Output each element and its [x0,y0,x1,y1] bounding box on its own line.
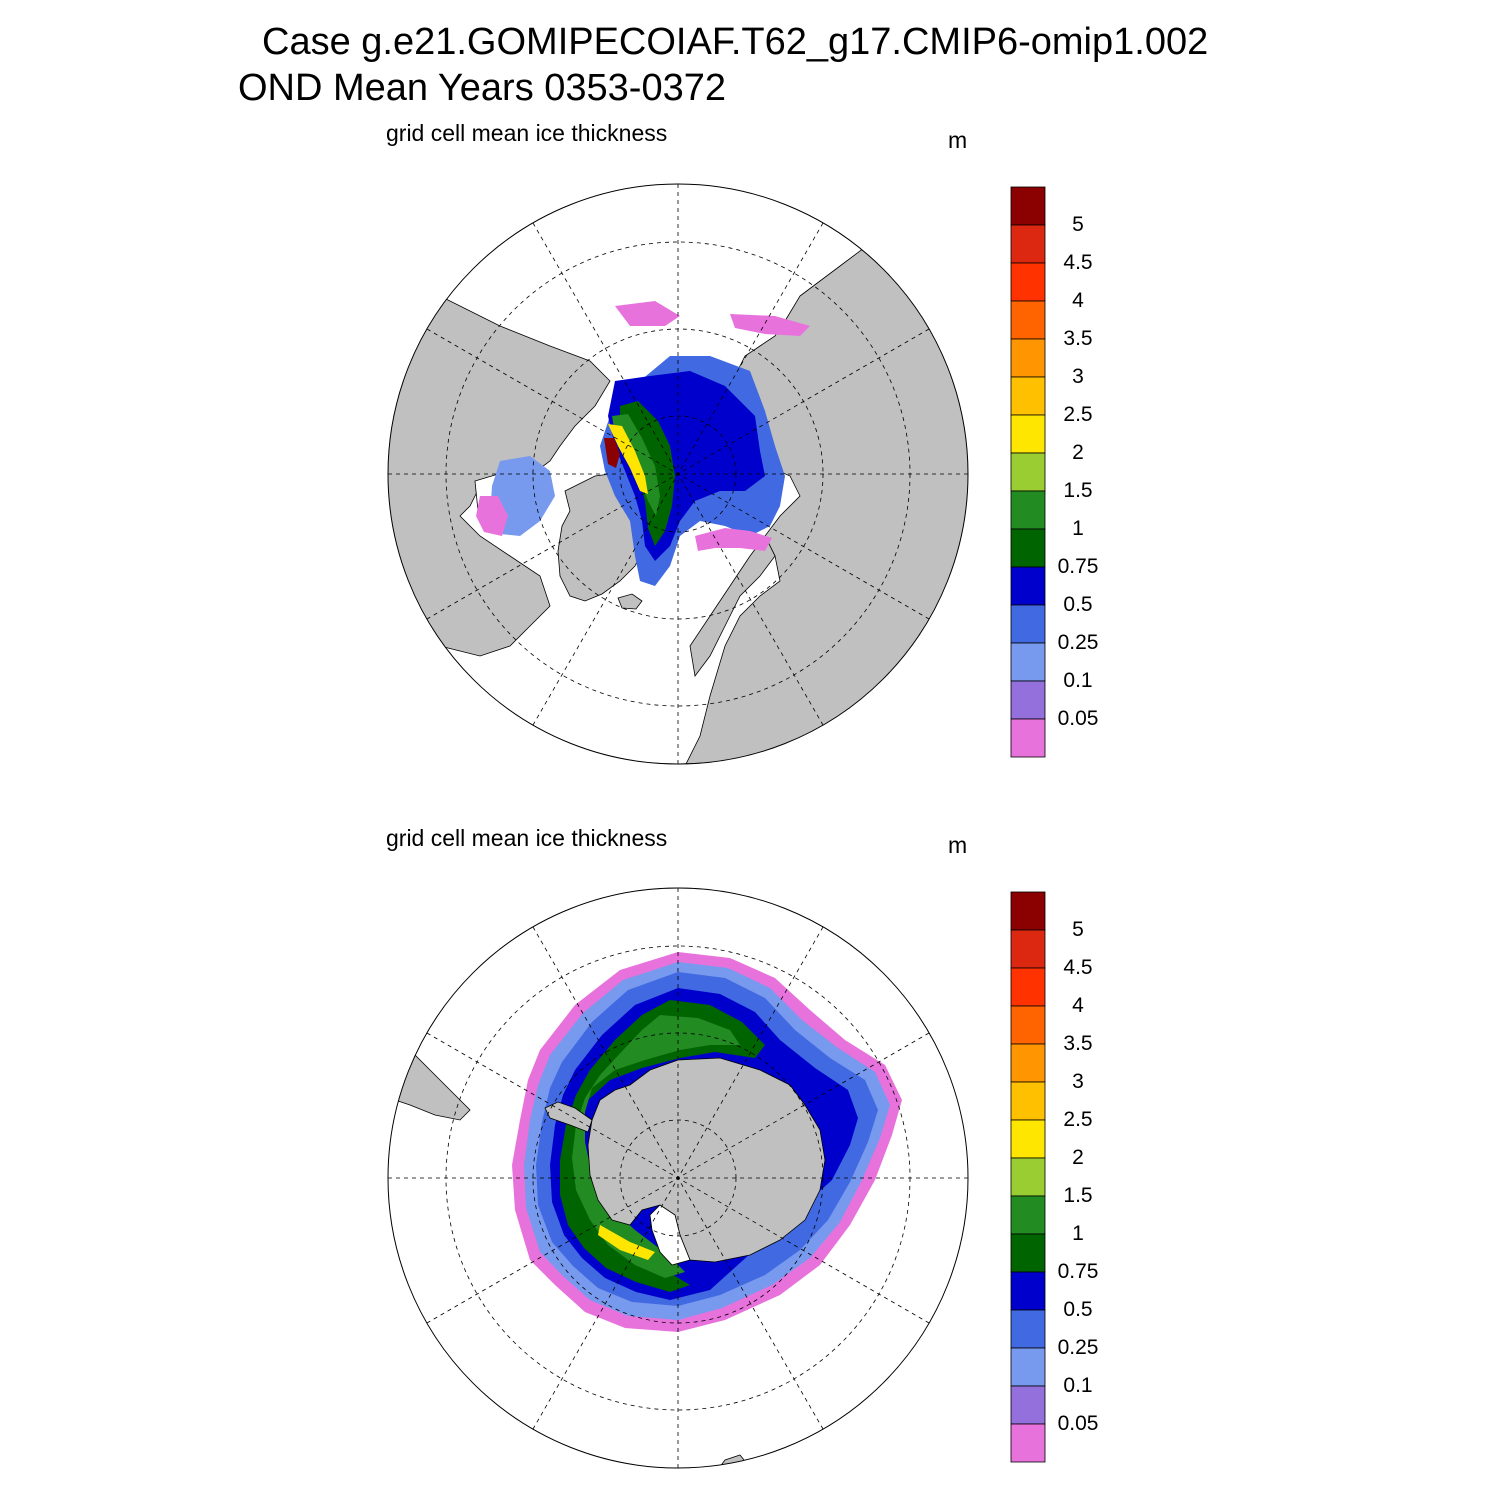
north-colorbar-box [1010,604,1046,644]
north-colorbar-box [1010,338,1046,378]
north-land-iceland [617,593,643,610]
south-colorbar [1010,891,1046,1463]
north-colorbar-box [1010,566,1046,606]
north-colorbar-box [1010,642,1046,682]
south-panel-subtitle: grid cell mean ice thickness [386,825,668,851]
north-ice-thick [604,438,620,468]
south-colorbar-box [1010,1043,1046,1083]
south-colorbar-label: 3 [1072,1070,1084,1093]
south-colorbar-label: 0.1 [1063,1374,1093,1397]
north-colorbar-box [1010,718,1046,758]
north-colorbar-box [1010,376,1046,416]
south-colorbar-label: 2.5 [1063,1108,1093,1131]
north-colorbar-box [1010,186,1046,226]
south-map-border [387,887,969,1469]
south-polar-map [387,887,969,1469]
north-ice-barents-pink [695,528,772,551]
north-colorbar-label: 5 [1072,213,1084,236]
north-panel-subtitle: grid cell mean ice thickness [386,120,668,146]
figure-title-case: Case g.e21.GOMIPECOIAF.T62_g17.CMIP6-omi… [262,21,1209,63]
south-colorbar-label: 0.25 [1057,1336,1099,1359]
north-colorbar-label: 0.75 [1057,555,1099,578]
north-colorbar-label: 3 [1072,365,1084,388]
north-colorbar-box [1010,262,1046,302]
north-ice-okhotsk-pink [730,314,810,336]
north-land-north-america [388,275,611,657]
south-graticule [388,888,968,1468]
south-colorbar-label: 1.5 [1063,1184,1093,1207]
north-graticule [388,184,968,764]
south-colorbar-box [1010,1233,1046,1273]
south-land-peninsula [544,1101,593,1133]
south-colorbar-label: 3.5 [1063,1032,1093,1055]
south-colorbar-box [1010,1347,1046,1387]
north-colorbar-label: 1 [1072,517,1084,540]
north-colorbar-box [1010,680,1046,720]
south-panel-units: m [948,832,968,858]
south-colorbar-box [1010,891,1046,931]
north-colorbar-box [1010,224,1046,264]
south-colorbar-box [1010,1005,1046,1045]
south-ross-shelf [649,1204,691,1266]
north-ice-250 [608,424,648,494]
north-colorbar-label: 0.05 [1057,707,1099,730]
north-colorbar-box [1010,452,1046,492]
north-colorbar-label: 0.5 [1063,593,1093,616]
south-land-south-america [388,1019,471,1121]
south-colorbar-box [1010,1081,1046,1121]
north-panel-units: m [948,127,968,153]
north-colorbar-label: 3.5 [1063,327,1093,350]
south-colorbar-label: 1 [1072,1222,1084,1245]
north-polar-map [387,183,969,765]
south-colorbar-label: 4 [1072,994,1084,1017]
north-colorbar-label: 0.25 [1057,631,1099,654]
north-land-scandinavia [689,535,776,677]
figure-title-period: OND Mean Years 0353-0372 [238,67,726,109]
south-colorbar-label: 0.05 [1057,1412,1099,1435]
south-colorbar-label: 5 [1072,918,1084,941]
south-colorbar-box [1010,1271,1046,1311]
south-ice-075 [560,1000,765,1292]
north-colorbar-label: 2.5 [1063,403,1093,426]
south-colorbar-label: 4.5 [1063,956,1093,979]
north-colorbar-box [1010,490,1046,530]
south-colorbar-box [1010,929,1046,969]
south-colorbar-box [1010,1385,1046,1425]
south-colorbar-box [1010,1195,1046,1235]
north-ice-baffin-pink [476,496,508,536]
north-colorbar-label: 1.5 [1063,479,1093,502]
south-colorbar-box [1010,1157,1046,1197]
north-colorbar-label: 0.1 [1063,669,1093,692]
south-colorbar-box [1010,1119,1046,1159]
north-colorbar [1010,186,1046,758]
north-colorbar-label: 4 [1072,289,1084,312]
south-ice-250 [598,1225,655,1260]
south-colorbar-label: 2 [1072,1146,1084,1169]
north-colorbar-label: 4.5 [1063,251,1093,274]
north-map-border [387,183,969,765]
north-colorbar-box [1010,414,1046,454]
south-colorbar-box [1010,1309,1046,1349]
south-colorbar-box [1010,1423,1046,1463]
north-ice-pacific-pink [615,301,680,326]
south-colorbar-label: 0.75 [1057,1260,1099,1283]
north-colorbar-box [1010,528,1046,568]
south-colorbar-label: 0.5 [1063,1298,1093,1321]
south-colorbar-box [1010,967,1046,1007]
north-colorbar-box [1010,300,1046,340]
north-colorbar-label: 2 [1072,441,1084,464]
